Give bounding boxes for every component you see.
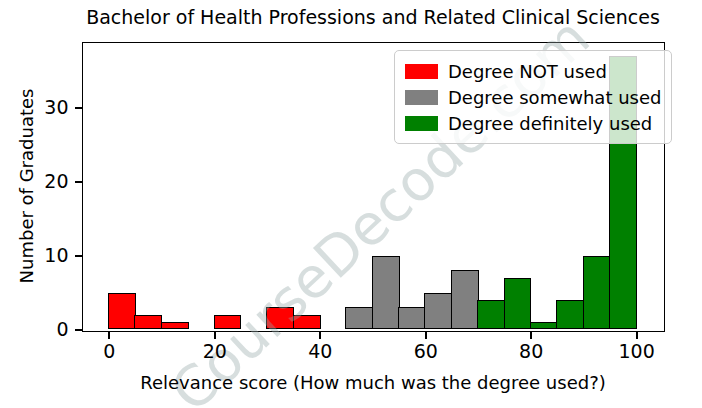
y-tick-label: 10 [23,244,69,266]
histogram-figure: Bachelor of Health Professions and Relat… [0,0,702,408]
y-tick-mark [75,255,82,257]
x-tick-label: 0 [79,340,139,362]
legend-label: Degree definitely used [448,113,652,134]
legend: Degree NOT used Degree somewhat used Deg… [394,50,672,144]
histogram-bar [134,315,162,330]
x-tick-label: 40 [290,340,350,362]
legend-swatch-green [405,116,438,131]
legend-swatch-red [405,64,438,79]
histogram-bar [530,322,558,329]
histogram-bar [583,256,611,330]
legend-label: Degree somewhat used [448,87,661,108]
x-tick-mark [530,332,532,339]
x-tick-label: 100 [607,340,667,362]
x-tick-label: 60 [396,340,456,362]
histogram-bar [504,278,532,330]
histogram-bar [398,307,426,329]
histogram-bar [293,315,321,330]
histogram-bar [266,307,294,329]
histogram-bar [424,293,452,330]
x-tick-mark [636,332,638,339]
x-tick-label: 80 [501,340,561,362]
legend-item-definitely-used: Degree definitely used [405,110,661,136]
y-tick-mark [75,181,82,183]
histogram-bar [451,270,479,329]
histogram-bar [372,256,400,330]
x-tick-mark [108,332,110,339]
legend-swatch-gray [405,90,438,105]
x-axis-label: Relevance score (How much was the degree… [83,372,663,393]
x-tick-label: 20 [185,340,245,362]
y-tick-label: 0 [23,318,69,340]
histogram-bar [214,315,242,330]
legend-item-somewhat-used: Degree somewhat used [405,84,661,110]
histogram-bar [477,300,505,330]
legend-item-not-used: Degree NOT used [405,58,661,84]
x-tick-mark [214,332,216,339]
legend-label: Degree NOT used [448,61,607,82]
histogram-bar [345,307,373,329]
x-tick-mark [319,332,321,339]
histogram-bar [556,300,584,330]
x-tick-mark [425,332,427,339]
y-tick-mark [75,107,82,109]
y-tick-label: 30 [23,96,69,118]
histogram-bar [108,293,136,330]
y-tick-mark [75,329,82,331]
y-tick-label: 20 [23,170,69,192]
chart-title: Bachelor of Health Professions and Relat… [83,6,663,28]
histogram-bar [161,322,189,329]
